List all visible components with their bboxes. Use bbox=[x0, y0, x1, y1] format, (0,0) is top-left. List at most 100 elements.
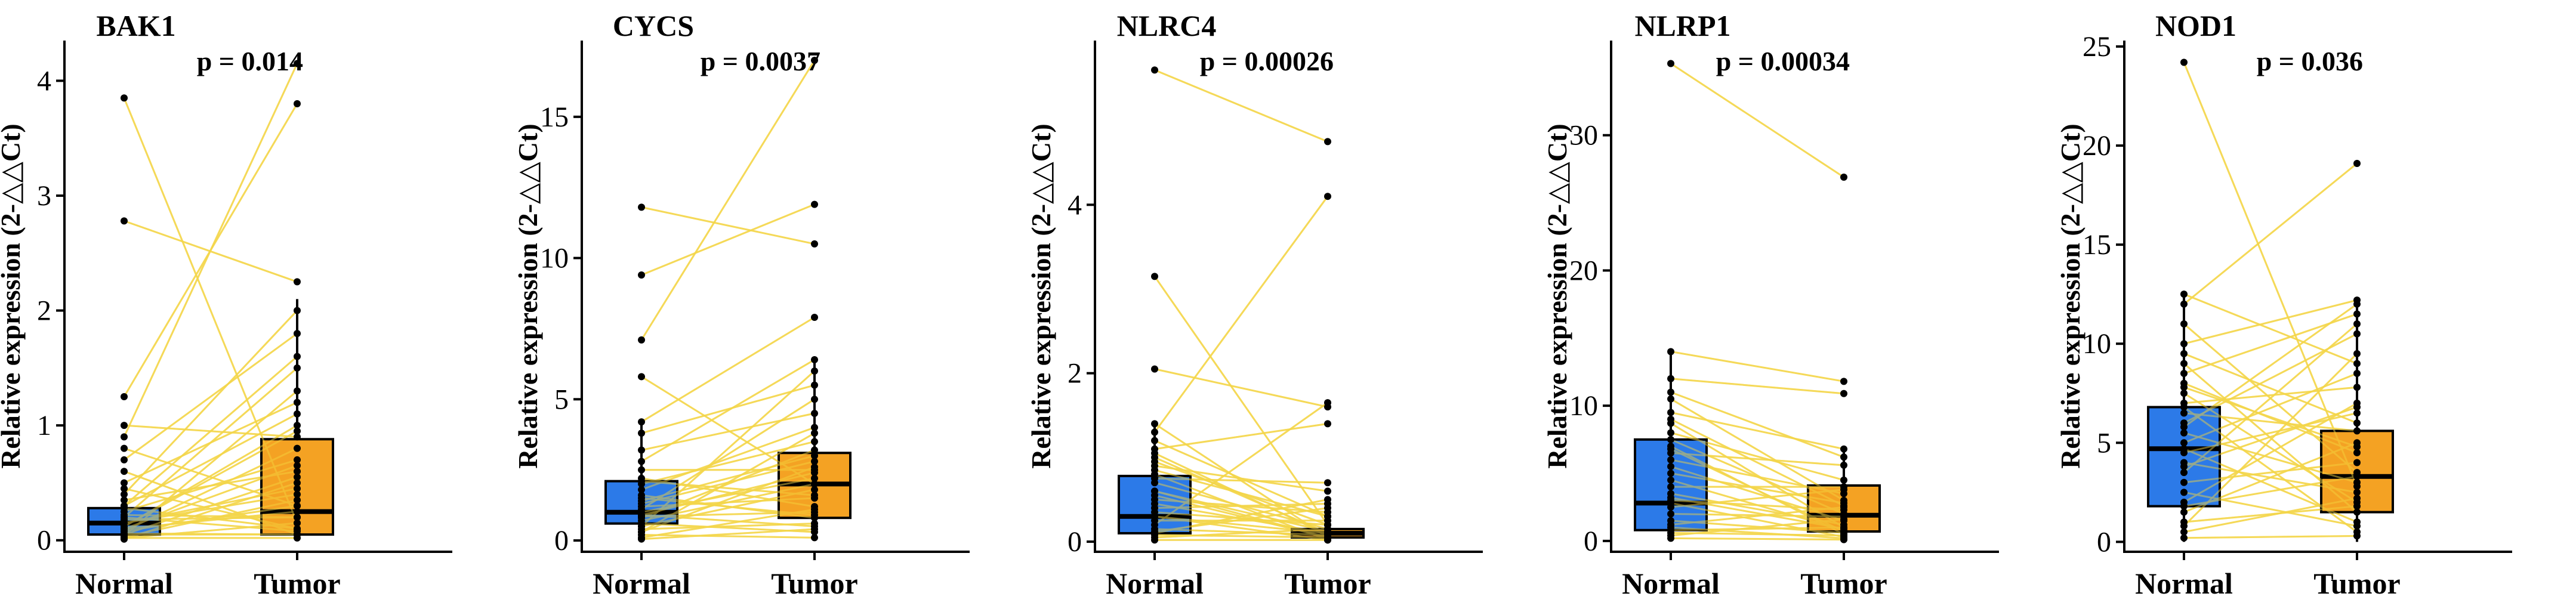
tumor-point bbox=[294, 410, 301, 418]
pair-line-overlay bbox=[124, 220, 298, 283]
y-tick-label: 10 bbox=[1569, 390, 1598, 422]
pair-line-overlay bbox=[2183, 475, 2358, 508]
y-tick-label: 4 bbox=[1068, 189, 1082, 221]
tumor-point bbox=[1840, 486, 1847, 493]
normal-point bbox=[638, 511, 645, 519]
normal-point bbox=[1151, 449, 1158, 457]
pair-line bbox=[641, 316, 815, 423]
normal-point bbox=[2180, 340, 2188, 348]
tumor-point bbox=[294, 60, 301, 67]
tumor-point bbox=[294, 525, 301, 533]
pair-line-overlay bbox=[1154, 511, 1328, 526]
tumor-point bbox=[1324, 487, 1331, 495]
tumor-point bbox=[811, 492, 818, 499]
pair-line-overlay bbox=[124, 470, 298, 536]
normal-point bbox=[1667, 409, 1674, 416]
normal-point bbox=[2180, 528, 2188, 536]
y-tick-label: 1 bbox=[37, 410, 51, 441]
pair-line-overlay bbox=[2183, 386, 2358, 448]
normal-point bbox=[638, 373, 645, 381]
tumor-point bbox=[294, 422, 301, 429]
normal-point bbox=[121, 479, 128, 487]
normal-point bbox=[2180, 320, 2188, 328]
panel-nlrc4: NLRC4 p = 0.00026 Relative expression (2-△… bbox=[1026, 9, 1483, 600]
pair-line-overlay bbox=[2183, 333, 2358, 424]
pair-line-overlay bbox=[1670, 448, 1844, 533]
y-axis-label: Relative expression (2-△△Ct) bbox=[1026, 123, 1056, 468]
pair-line bbox=[641, 206, 815, 245]
pair-line-overlay bbox=[124, 516, 298, 521]
pair-line-overlay bbox=[124, 401, 298, 484]
tumor-point bbox=[1324, 479, 1331, 487]
tumor-point bbox=[294, 364, 301, 372]
normal-point bbox=[638, 418, 645, 426]
normal-point bbox=[2180, 439, 2188, 447]
pair-line bbox=[1154, 69, 1328, 143]
pair-line-overlay bbox=[1670, 526, 1844, 539]
pair-lines-overlay bbox=[1670, 63, 1844, 541]
y-axis-label: Relative expression (2-△△Ct) bbox=[2055, 123, 2086, 468]
pair-line-overlay bbox=[124, 356, 298, 507]
pair-line-overlay bbox=[1670, 398, 1844, 502]
normal-point bbox=[638, 446, 645, 454]
pair-line-overlay bbox=[124, 367, 298, 518]
y-tick-label: 4 bbox=[37, 65, 51, 97]
tumor-point bbox=[811, 469, 818, 477]
pair-line-overlay bbox=[640, 370, 816, 527]
normal-point bbox=[1667, 60, 1674, 67]
pair-line bbox=[1154, 465, 1328, 492]
pair-lines-overlay bbox=[1153, 69, 1329, 541]
tumor-point bbox=[811, 200, 818, 208]
pair-line-overlay bbox=[2183, 406, 2358, 468]
normal-point bbox=[121, 468, 128, 475]
tumor-point bbox=[2353, 330, 2361, 338]
tumor-point bbox=[2353, 320, 2361, 328]
pair-line-overlay bbox=[123, 97, 298, 524]
pair-line-overlay bbox=[1670, 378, 1844, 395]
pair-line-overlay bbox=[1670, 412, 1844, 450]
y-axis-label: Relative expression (2-△△Ct) bbox=[513, 123, 543, 468]
tumor-point bbox=[294, 330, 301, 338]
pair-line-overlay bbox=[1670, 489, 1844, 508]
pair-line-overlay bbox=[123, 103, 298, 397]
pair-line-overlay bbox=[641, 398, 815, 511]
pair-line-overlay bbox=[641, 316, 815, 423]
pair-line-overlay bbox=[123, 63, 298, 438]
tumor-point bbox=[294, 427, 301, 435]
pair-line bbox=[2183, 534, 2358, 539]
pair-line bbox=[1670, 350, 1844, 382]
tumor-point bbox=[2353, 419, 2361, 427]
pair-line-overlay bbox=[1154, 503, 1328, 509]
tumor-point bbox=[811, 424, 818, 431]
normal-point bbox=[2180, 360, 2188, 367]
normal-point bbox=[638, 271, 645, 279]
y-tick-label: 0 bbox=[554, 525, 569, 557]
tumor-point bbox=[1840, 445, 1847, 453]
normal-point bbox=[2180, 429, 2188, 437]
tumor-point bbox=[2353, 508, 2361, 516]
pair-line-overlay bbox=[1670, 350, 1844, 382]
pair-line-overlay bbox=[641, 466, 815, 533]
normal-point bbox=[2180, 469, 2188, 477]
y-tick-label: 10 bbox=[540, 243, 569, 274]
normal-point bbox=[1667, 483, 1674, 491]
pair-line-overlay bbox=[641, 477, 815, 514]
pair-line-overlay bbox=[2183, 432, 2358, 484]
pair-line-overlay bbox=[124, 476, 298, 536]
pair-line-overlay bbox=[2183, 162, 2358, 305]
panel-title: NLRP1 bbox=[1634, 9, 1730, 42]
normal-point bbox=[1151, 466, 1158, 474]
x-tick-label-normal: Normal bbox=[1622, 567, 1720, 600]
pair-line-overlay bbox=[1670, 526, 1844, 531]
pair-line-overlay bbox=[1154, 423, 1328, 539]
pair-line-overlay bbox=[2183, 353, 2358, 424]
pair-line-overlay bbox=[2183, 402, 2358, 503]
tumor-point bbox=[1840, 536, 1847, 543]
pair-line bbox=[1153, 276, 1329, 526]
pair-line-overlay bbox=[2183, 372, 2358, 444]
pair-line-overlay bbox=[124, 424, 298, 527]
x-tick-label-normal: Normal bbox=[2135, 567, 2233, 600]
tumor-point bbox=[811, 511, 818, 519]
tumor-point bbox=[1324, 138, 1331, 146]
y-tick-label: 2 bbox=[37, 295, 51, 327]
